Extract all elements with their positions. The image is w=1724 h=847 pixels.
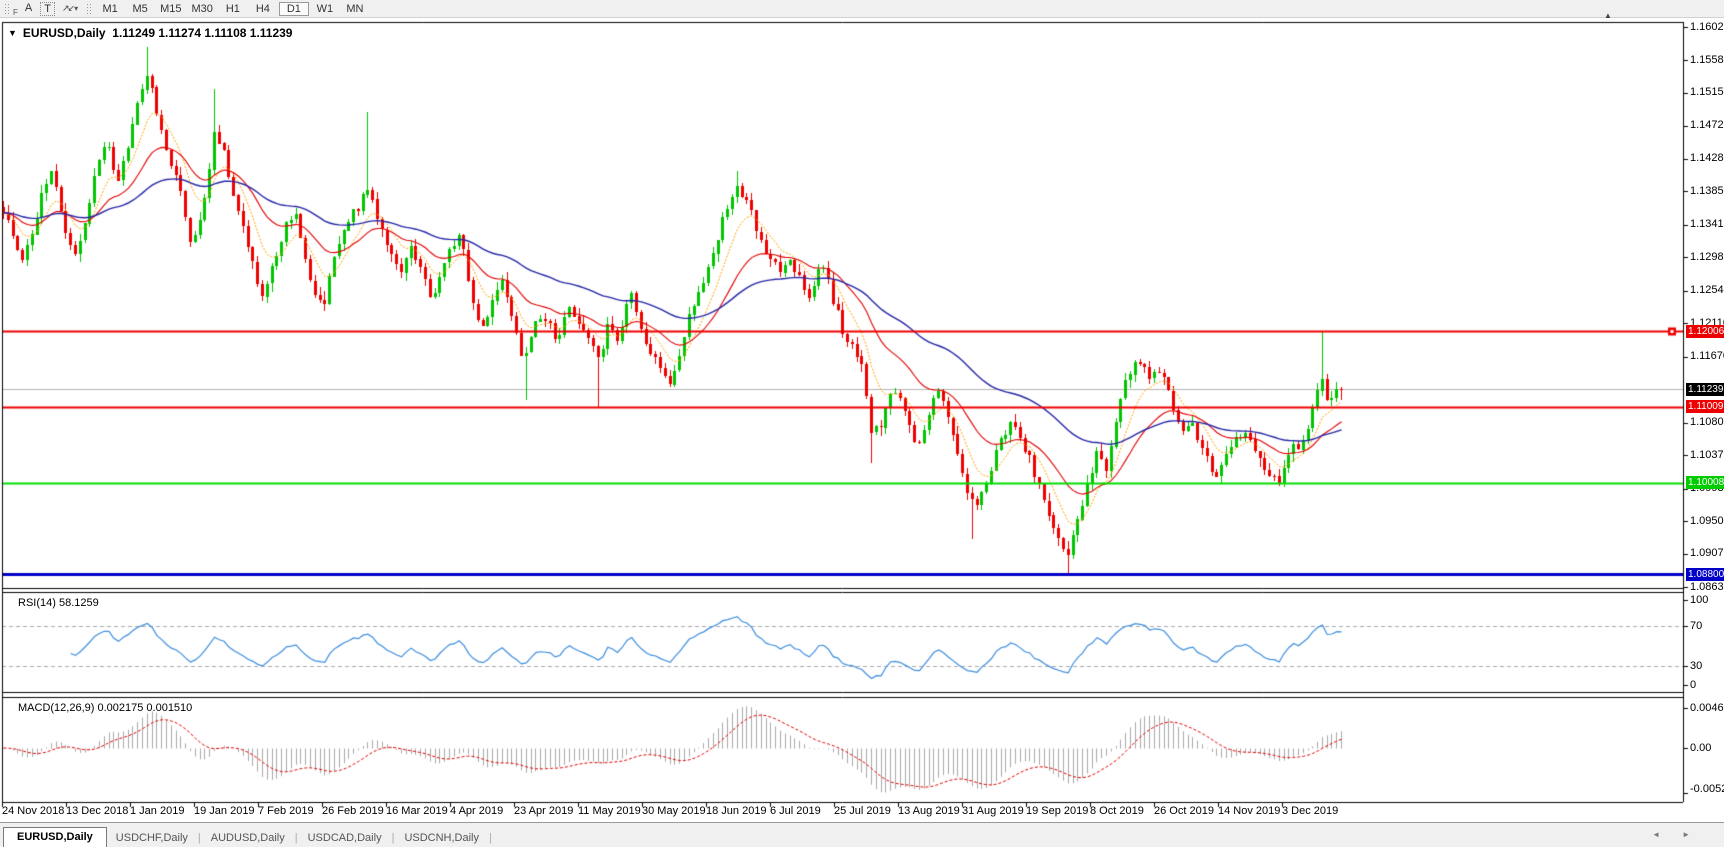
price-tick-label: 1.15150 [1690,86,1724,99]
chart-ohlc-quotes: 1.11249 1.11274 1.11108 1.11239 [112,26,293,40]
date-tick-label: 18 Jun 2019 [706,805,767,817]
price-tick-label: 1.10800 [1690,416,1724,429]
tab-scroll-left-icon[interactable]: ◄ [1652,830,1660,839]
date-tick-label: 19 Jan 2019 [194,805,255,817]
date-tick-label: 25 Jul 2019 [834,805,891,817]
symbol-tab-usdchf[interactable]: USDCHF,Daily [115,832,188,844]
date-tick-label: 13 Dec 2018 [66,805,129,817]
rsi-tick-label: 70 [1690,619,1703,632]
resistance-lower-price-badge: 1.11009 [1686,400,1724,414]
scroll-up-icon[interactable]: ▲ [1604,11,1612,20]
price-tick-label: 1.12980 [1690,250,1724,263]
date-tick-label: 26 Oct 2019 [1154,805,1214,817]
date-tick-label: 11 May 2019 [578,805,641,817]
date-tick-label: 23 Apr 2019 [514,805,574,817]
price-tick-label: 1.13410 [1690,218,1724,231]
date-tick-label: 30 May 2019 [642,805,706,817]
date-tick-label: 7 Feb 2019 [258,805,314,817]
price-tick-label: 1.14720 [1690,119,1724,131]
date-tick-label: 8 Oct 2019 [1090,805,1144,817]
macd-tick-label: 0.00463 [1690,701,1724,714]
date-tick-label: 13 Aug 2019 [898,805,960,817]
price-tick-label: 1.13850 [1690,184,1724,197]
tab-separator: | [294,832,298,844]
price-tick-label: 1.14280 [1690,152,1724,165]
support-green-price-badge: 1.10008 [1686,476,1724,490]
rsi-tick-label: 30 [1690,659,1703,672]
tab-separator: | [391,832,395,844]
resistance-upper-price-badge: 1.12006 [1686,324,1724,338]
symbol-tab-audusd[interactable]: AUDUSD,Daily [210,832,285,844]
date-tick-label: 6 Jul 2019 [770,805,821,817]
symbol-tab-eurusd[interactable]: EURUSD,Daily [3,827,107,847]
date-tick-label: 26 Feb 2019 [322,805,384,817]
rsi-tick-label: 0 [1690,678,1697,691]
price-tick-label: 1.11670 [1690,350,1724,363]
rsi-label: RSI(14) 58.1259 [18,597,99,609]
date-tick-label: 1 Jan 2019 [130,805,185,817]
price-tick-label: 1.12540 [1690,284,1724,297]
price-tick-label: 1.10370 [1690,448,1724,461]
chart-symbol: EURUSD,Daily [22,26,106,40]
date-tick-label: 14 Nov 2019 [1218,805,1281,817]
rsi-tick-label: 100 [1690,593,1709,606]
date-tick-label: 19 Sep 2019 [1026,805,1089,817]
price-tick-label: 1.16020 [1690,20,1724,33]
price-tick-label: 1.09500 [1690,514,1724,527]
macd-label: MACD(12,26,9) 0.002175 0.001510 [18,702,193,714]
price-tick-label: 1.08630 [1690,580,1724,593]
chart-title: ▼ EURUSD,Daily 1.11249 1.11274 1.11108 1.… [8,26,292,40]
date-tick-label: 4 Apr 2019 [450,805,504,817]
date-tick-label: 31 Aug 2019 [962,805,1024,817]
macd-tick-label: -0.00529 [1690,782,1724,795]
date-tick-label: 3 Dec 2019 [1282,805,1339,817]
current-price-badge: 1.11239 [1686,382,1724,396]
symbol-tab-usdcad[interactable]: USDCAD,Daily [307,832,382,844]
price-tick-label: 1.15580 [1690,53,1724,66]
price-tick-label: 1.09070 [1690,547,1724,560]
tabs-container: EURUSD,Daily USDCHF,Daily | AUDUSD,Daily | US… [0,827,493,847]
symbol-tab-usdcnh[interactable]: USDCNH,Daily [404,832,479,844]
date-tick-label: 16 Mar 2019 [386,805,448,817]
symbol-tabbar: EURUSD,Daily USDCHF,Daily | AUDUSD,Daily | US… [0,822,1724,847]
dropdown-triangle-icon[interactable]: ▼ [8,28,17,38]
macd-tick-label: 0.00 [1690,741,1712,754]
support-blue-price-badge: 1.08800 [1686,567,1724,581]
date-tick-label: 24 Nov 2018 [2,805,65,817]
tab-scroll-right-icon[interactable]: ► [1682,830,1690,839]
tab-separator: | [197,832,201,844]
tab-separator: | [489,832,492,844]
